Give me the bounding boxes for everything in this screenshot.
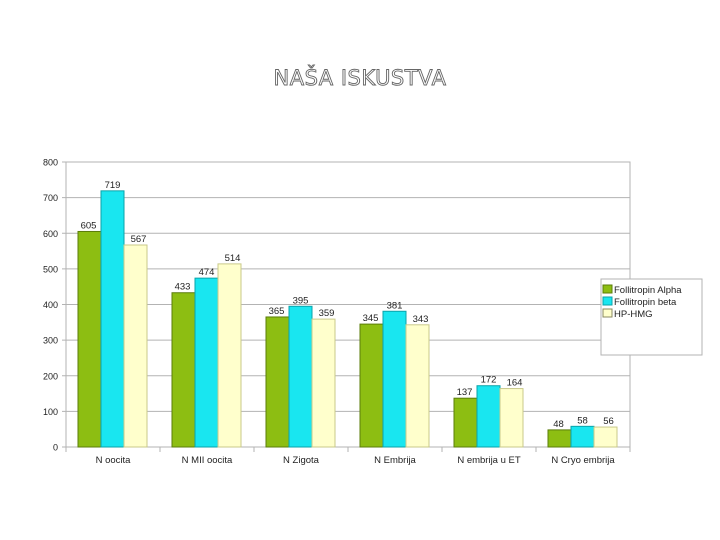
bar-follitropin-alpha (171, 292, 196, 448)
y-tick-label: 300 (43, 336, 58, 346)
legend-box (600, 278, 703, 356)
bar-follitropin-beta (476, 385, 501, 448)
data-label: 395 (293, 295, 309, 306)
bar-hp-hmg (593, 426, 618, 448)
y-tick-label: 800 (43, 158, 58, 168)
bar-follitropin-beta (100, 190, 125, 448)
bar-hp-hmg (311, 318, 336, 448)
gridlines (65, 161, 631, 448)
bar-follitropin-beta (194, 277, 219, 448)
data-label: 359 (319, 308, 335, 319)
legend-label: Follitropin beta (614, 297, 677, 308)
bar-follitropin-alpha (453, 397, 478, 448)
legend-label: Follitropin Alpha (614, 285, 682, 296)
bar-follitropin-alpha (265, 316, 290, 448)
x-tick-label: N MII oocita (182, 455, 233, 466)
y-tick-label: 500 (43, 264, 58, 274)
x-axis: N oocita N MII oocita N Zigota N Embrija N e… (65, 447, 631, 466)
y-tick-label: 600 (43, 229, 58, 239)
bar-hp-hmg (123, 244, 148, 448)
data-label: 605 (81, 220, 97, 231)
data-label: 56 (603, 416, 614, 427)
data-label: 137 (457, 387, 473, 398)
slide-title: NAŠA ISKUSTVA (273, 66, 447, 91)
y-tick-label: 200 (43, 371, 58, 381)
x-tick-label: N embrija u ET (457, 455, 521, 466)
y-tick-label: 700 (43, 193, 58, 203)
x-tick-label: N oocita (96, 455, 132, 466)
bar-hp-hmg (405, 324, 430, 448)
data-label: 514 (225, 253, 241, 264)
data-label: 567 (131, 234, 147, 245)
data-label: 164 (507, 378, 523, 389)
bar-hp-hmg (217, 263, 242, 448)
bar-follitropin-alpha (359, 323, 384, 448)
y-axis: 0 100 200 300 400 500 600 700 800 (43, 158, 66, 453)
bar-follitropin-beta (288, 305, 313, 448)
y-tick-label: 400 (43, 300, 58, 310)
data-labels: 605 719 567 433 474 514 365 395 359 345 381 343 137 1… (81, 180, 614, 430)
data-label: 172 (481, 375, 497, 386)
data-label: 381 (387, 300, 403, 311)
legend-swatch (602, 296, 613, 306)
data-label: 48 (553, 419, 564, 430)
bar-follitropin-beta (382, 310, 407, 448)
x-tick-label: N Embrija (374, 455, 416, 466)
x-tick-label: N Zigota (283, 455, 320, 466)
bar-follitropin-beta (570, 425, 595, 448)
data-label: 719 (105, 180, 121, 191)
bar-follitropin-alpha (547, 429, 572, 448)
x-tick-label: N Cryo embrija (551, 455, 615, 466)
bars (77, 190, 618, 448)
legend-swatch (602, 308, 613, 318)
legend-swatch (602, 284, 613, 294)
data-label: 345 (363, 313, 379, 324)
data-label: 433 (175, 282, 191, 293)
data-label: 474 (199, 267, 215, 278)
bar-hp-hmg (499, 388, 524, 448)
data-label: 365 (269, 306, 285, 317)
legend-label: HP-HMG (614, 309, 653, 320)
data-label: 58 (577, 415, 588, 426)
bar-follitropin-alpha (77, 230, 102, 448)
y-tick-label: 100 (43, 407, 58, 417)
data-label: 343 (413, 314, 429, 325)
y-tick-label: 0 (53, 443, 58, 453)
